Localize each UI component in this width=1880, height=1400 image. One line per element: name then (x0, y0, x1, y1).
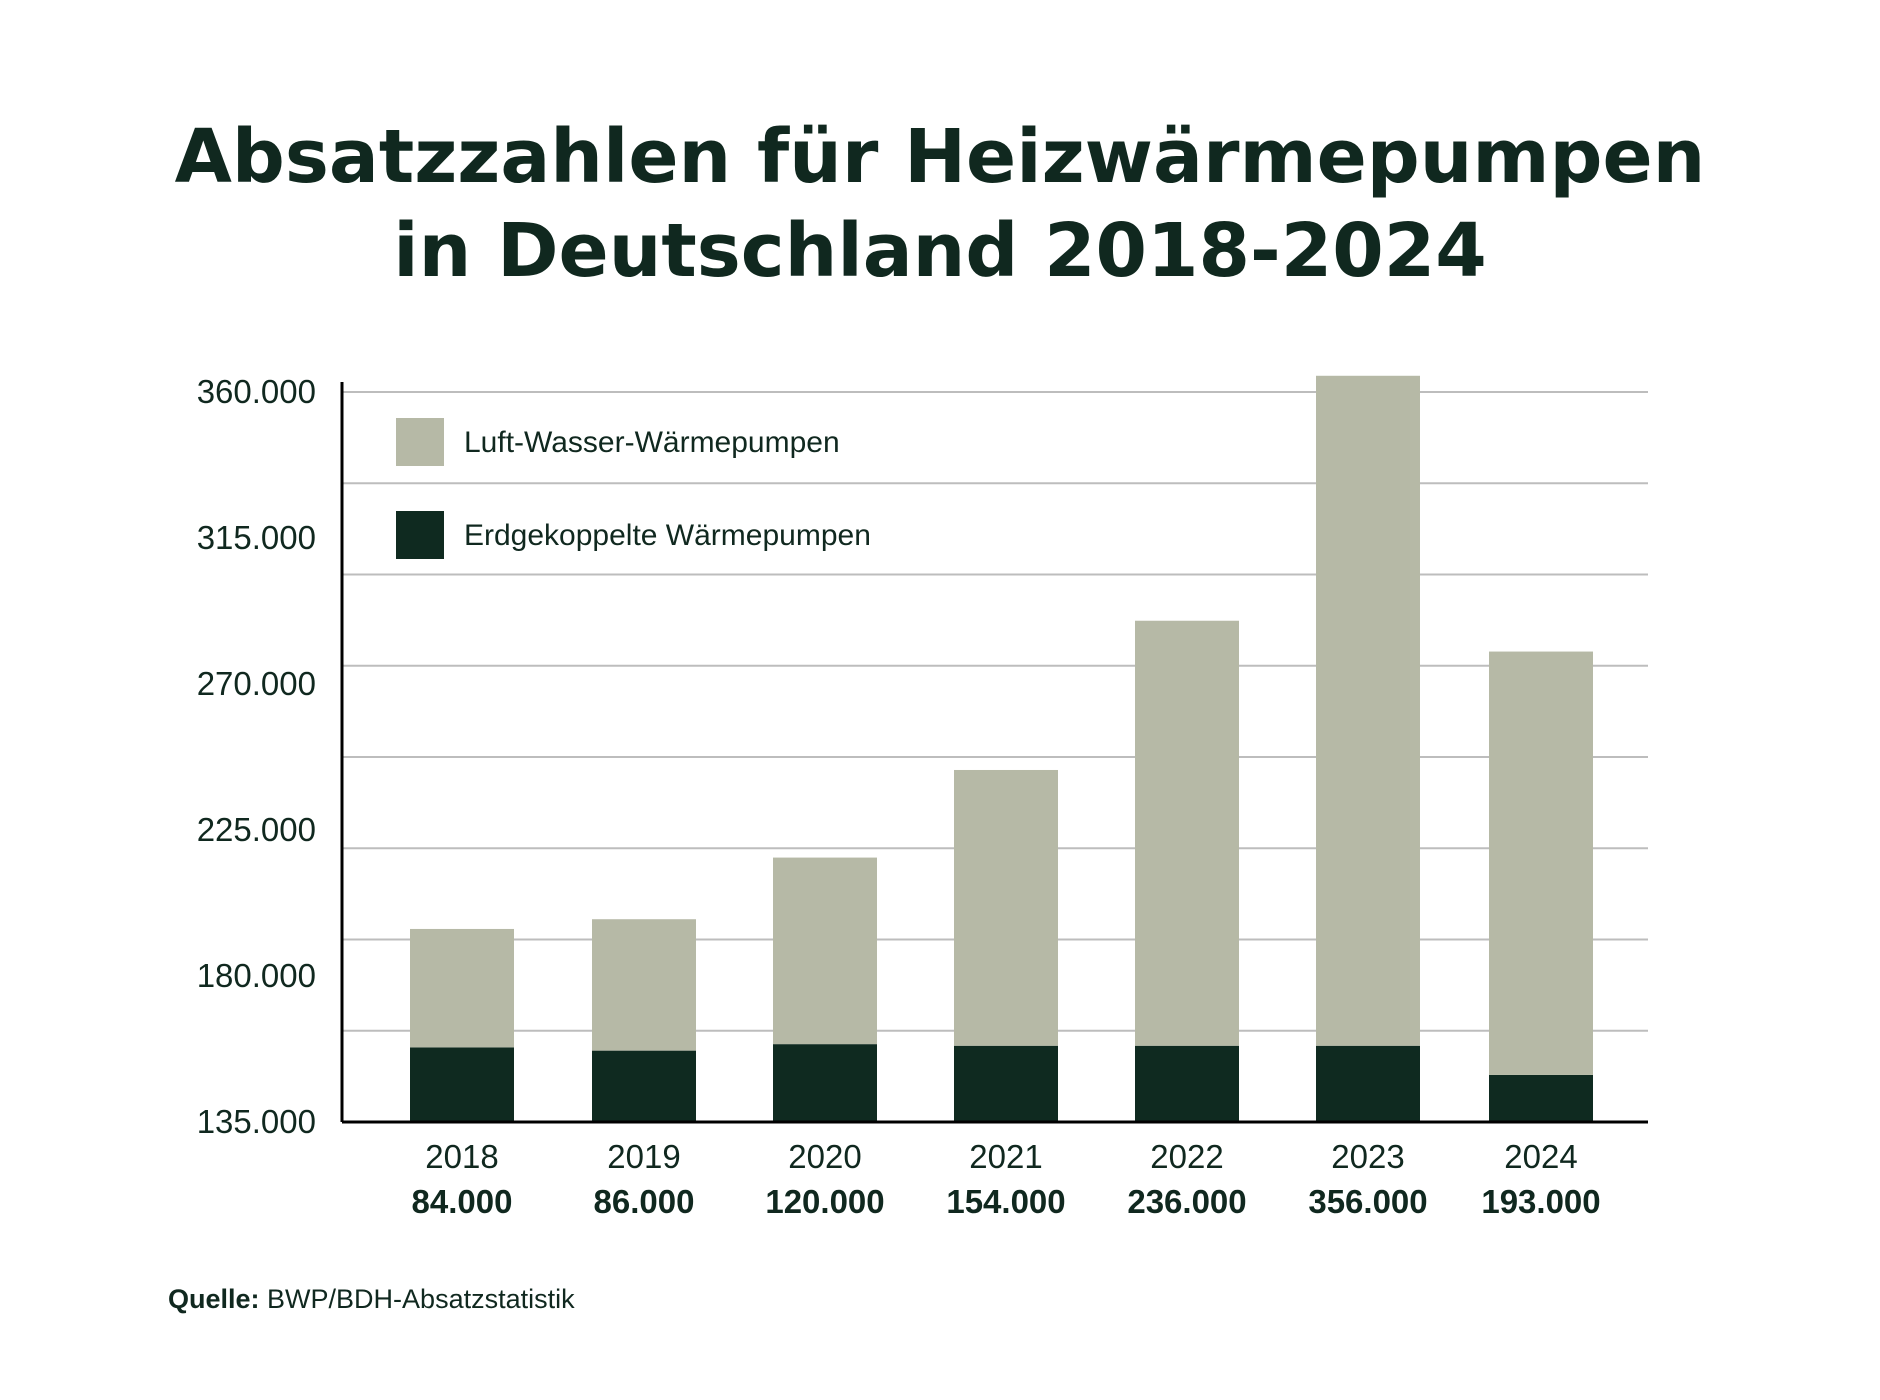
bar-2023-air-water (1316, 375, 1420, 1046)
total-label: 193.000 (1481, 1183, 1600, 1220)
y-tick-label: 225.000 (197, 811, 316, 848)
bar-2021-ground (954, 1045, 1058, 1122)
axes (340, 382, 1648, 1124)
y-tick-label: 360.000 (197, 373, 316, 410)
total-label: 84.000 (412, 1183, 513, 1220)
x-tick-label: 2019 (607, 1138, 680, 1175)
y-tick-label: 315.000 (197, 519, 316, 556)
bar-2020-air-water (773, 857, 877, 1045)
chart-title-line-1: Absatzzahlen für Heizwärmepumpen (174, 114, 1706, 200)
bar-2019-ground (592, 1050, 696, 1122)
x-labels: 2018 84.000 2019 86.000 2020 120.000 2021 154.0… (412, 1138, 1601, 1220)
legend-swatch-air-water (396, 418, 444, 466)
bar-2023-ground (1316, 1045, 1420, 1122)
x-tick-label: 2021 (969, 1138, 1042, 1175)
x-tick-label: 2022 (1150, 1138, 1223, 1175)
bar-2022-air-water (1135, 620, 1239, 1046)
source-text: BWP/BDH-Absatzstatistik (267, 1284, 575, 1314)
bar-2018-air-water (410, 928, 514, 1048)
bar-2024-air-water (1489, 651, 1593, 1075)
bar-2019-air-water (592, 919, 696, 1051)
total-label: 154.000 (946, 1183, 1065, 1220)
x-tick-label: 2023 (1331, 1138, 1404, 1175)
legend-label-air-water: Luft-Wasser-Wärmepumpen (464, 426, 840, 459)
x-tick-label: 2020 (788, 1138, 861, 1175)
total-label: 120.000 (765, 1183, 884, 1220)
legend: Luft-Wasser-Wärmepumpen Erdgekoppelte Wä… (396, 418, 871, 559)
bar-2022-ground (1135, 1045, 1239, 1122)
bar-2018-ground (410, 1047, 514, 1122)
bar-2024-ground (1489, 1074, 1593, 1122)
source-label: Quelle: (168, 1284, 260, 1314)
y-tick-label: 180.000 (197, 957, 316, 994)
x-tick-label: 2024 (1504, 1138, 1577, 1175)
legend-swatch-ground (396, 511, 444, 559)
bar-2020-ground (773, 1044, 877, 1122)
x-tick-label: 2018 (425, 1138, 498, 1175)
total-label: 86.000 (594, 1183, 695, 1220)
bars (410, 375, 1593, 1122)
total-label: 236.000 (1127, 1183, 1246, 1220)
bar-2021-air-water (954, 769, 1058, 1046)
y-tick-label: 270.000 (197, 665, 316, 702)
y-tick-labels: 135.000 180.000 225.000 270.000 315.000 360.0… (197, 373, 316, 1140)
chart-title: Absatzzahlen für Heizwärmepumpen in Deut… (0, 110, 1880, 298)
chart-title-line-2: in Deutschland 2018-2024 (393, 208, 1487, 294)
y-tick-label: 135.000 (197, 1103, 316, 1140)
source-note: Quelle: BWP/BDH-Absatzstatistik (168, 1284, 575, 1315)
total-label: 356.000 (1308, 1183, 1427, 1220)
legend-label-ground: Erdgekoppelte Wärmepumpen (464, 519, 871, 552)
